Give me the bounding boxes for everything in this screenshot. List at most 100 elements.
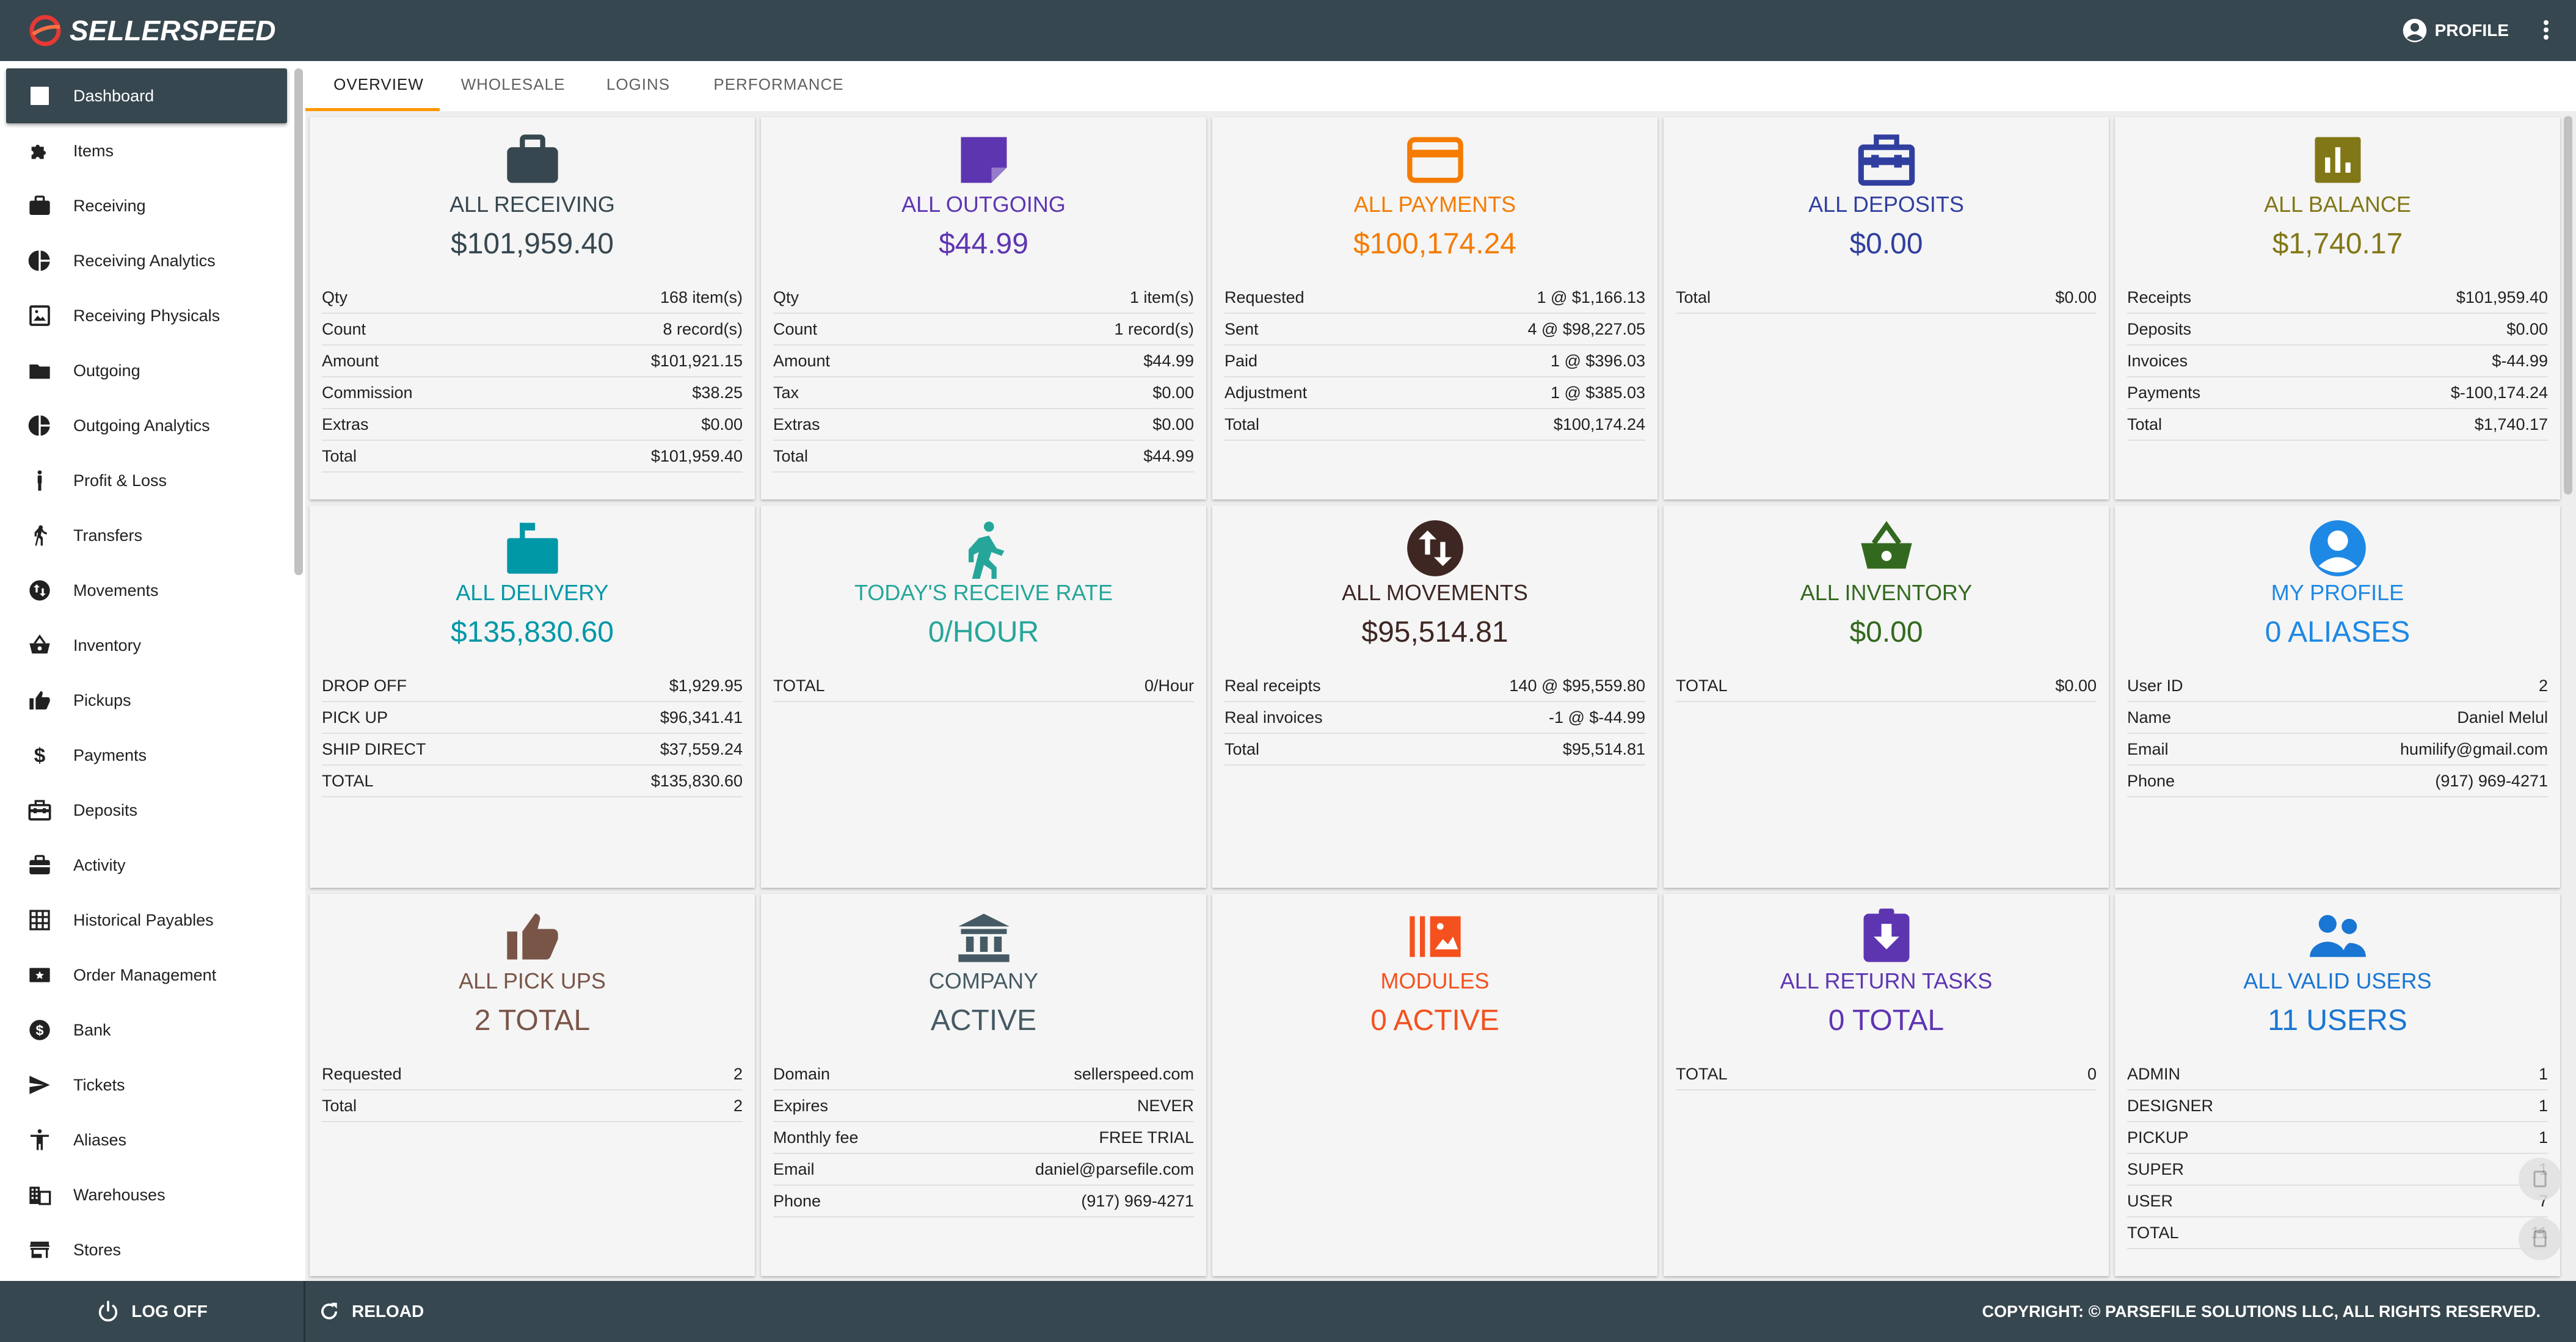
row-value: $0.00 <box>701 415 743 433</box>
card-rows: User ID 2 Name Daniel Melul Email humilify@gm… <box>2127 670 2548 797</box>
row-label: TOTAL <box>2127 1223 2179 1242</box>
card-row: TOTAL $0.00 <box>1676 670 2097 702</box>
sidebar-item-outgoing[interactable]: Outgoing <box>6 343 287 398</box>
row-value: 2 <box>2538 676 2548 695</box>
main-scrollbar[interactable] <box>2564 116 2572 495</box>
row-value: 1 @ $1,166.13 <box>1537 288 1645 306</box>
sidebar-item-warehouses[interactable]: Warehouses <box>6 1167 287 1222</box>
sidebar-item-activity[interactable]: Activity <box>6 838 287 893</box>
row-value: $0.00 <box>2055 288 2097 306</box>
tab-wholesale[interactable]: WHOLESALE <box>460 74 566 93</box>
sidebar-item-movements[interactable]: Movements <box>6 563 287 618</box>
sidebar-item-historical-payables[interactable]: Historical Payables <box>6 893 287 948</box>
card-all-valid-users[interactable]: ALL VALID USERS 11 USERS ADMIN 1 DESIGNER 1 PI… <box>2115 894 2560 1276</box>
clipboard-icon[interactable] <box>2519 1217 2561 1260</box>
row-value: $38.25 <box>692 383 743 402</box>
row-label: SHIP DIRECT <box>322 739 426 758</box>
card-company[interactable]: COMPANY ACTIVE Domain sellerspeed.com Expire… <box>761 894 1206 1276</box>
row-value: 0 <box>2087 1064 2097 1083</box>
card-all-outgoing[interactable]: ALL OUTGOING $44.99 Qty 1 item(s) Count 1 rec… <box>761 117 1206 499</box>
row-label: Extras <box>773 415 820 433</box>
card-rows: Domain sellerspeed.com Expires NEVER Monthly… <box>773 1059 1194 1217</box>
row-label: User ID <box>2127 676 2183 695</box>
card-title: ALL DEPOSITS <box>1808 192 1964 217</box>
card-row: Domain sellerspeed.com <box>773 1059 1194 1090</box>
card-all-movements[interactable]: ALL MOVEMENTS $95,514.81 Real receipts 140 … <box>1212 506 1657 888</box>
reload-button[interactable]: RELOAD <box>318 1281 424 1342</box>
tab-overview[interactable]: OVERVIEW <box>333 74 424 93</box>
tab-logins[interactable]: LOGINS <box>606 74 671 93</box>
row-label: Total <box>2127 415 2163 433</box>
sidebar-item-bank[interactable]: $ Bank <box>6 1003 287 1057</box>
tab-performance[interactable]: PERFORMANCE <box>713 74 844 93</box>
logo-swoosh-icon <box>29 15 61 46</box>
card-row: Total $44.99 <box>773 441 1194 473</box>
card-value: $0.00 <box>1849 616 1923 648</box>
sidebar-item-receiving[interactable]: Receiving <box>6 178 287 233</box>
card-row: Deposits $0.00 <box>2127 314 2548 346</box>
swap-vertical-icon <box>1212 518 1657 579</box>
copyright-text: COPYRIGHT: © PARSEFILE SOLUTIONS LLC, AL… <box>1982 1302 2541 1321</box>
card-all-return-tasks[interactable]: ALL RETURN TASKS 0 TOTAL TOTAL 0 <box>1664 894 2109 1276</box>
toolbox-icon <box>1664 129 2109 190</box>
row-value: (917) 969-4271 <box>2435 771 2548 790</box>
sidebar-item-outgoing-analytics[interactable]: Outgoing Analytics <box>6 398 287 453</box>
thumb-up-icon <box>24 688 55 713</box>
row-label: Count <box>773 319 818 338</box>
sidebar-item-receiving-analytics[interactable]: Receiving Analytics <box>6 233 287 288</box>
card-all-pick-ups[interactable]: ALL PICK UPS 2 TOTAL Requested 2 Total 2 <box>310 894 755 1276</box>
sidebar-item-payments[interactable]: $ Payments <box>6 728 287 783</box>
more-vert-icon[interactable] <box>2542 18 2550 43</box>
sidebar-item-stores[interactable]: Stores <box>6 1222 287 1277</box>
sidebar-item-pickups[interactable]: Pickups <box>6 673 287 728</box>
card-title: ALL PAYMENTS <box>1353 192 1516 217</box>
sidebar-item-deposits[interactable]: Deposits <box>6 783 287 838</box>
card-row: Extras $0.00 <box>773 409 1194 441</box>
sidebar-item-aliases[interactable]: Aliases <box>6 1112 287 1167</box>
card-all-balance[interactable]: ALL BALANCE $1,740.17 Receipts $101,959.40 D… <box>2115 117 2560 499</box>
row-value: 1 item(s) <box>1129 288 1194 306</box>
sidebar-item-inventory[interactable]: Inventory <box>6 618 287 673</box>
row-label: PICK UP <box>322 708 388 727</box>
row-label: TOTAL <box>1676 1064 1728 1083</box>
sidebar-item-label: Activity <box>73 855 126 874</box>
card-today-s-receive-rate[interactable]: TODAY'S RECEIVE RATE 0/HOUR TOTAL 0/Hour <box>761 506 1206 888</box>
svg-text:$: $ <box>34 745 46 767</box>
row-value: 1 @ $396.03 <box>1550 351 1645 370</box>
copy-icon[interactable] <box>2519 1158 2561 1200</box>
row-label: Paid <box>1224 351 1258 370</box>
sidebar-item-items[interactable]: Items <box>6 123 287 178</box>
card-my-profile[interactable]: MY PROFILE 0 ALIASES User ID 2 Name Daniel Me… <box>2115 506 2560 888</box>
card-row: Commission $38.25 <box>322 377 743 409</box>
card-all-inventory[interactable]: ALL INVENTORY $0.00 TOTAL $0.00 <box>1664 506 2109 888</box>
walking-icon <box>24 523 55 548</box>
card-all-deposits[interactable]: ALL DEPOSITS $0.00 Total $0.00 <box>1664 117 2109 499</box>
card-all-payments[interactable]: ALL PAYMENTS $100,174.24 Requested 1 @ $1,1… <box>1212 117 1657 499</box>
sidebar-item-order-management[interactable]: Order Management <box>6 948 287 1003</box>
dollar-icon: $ <box>24 743 55 767</box>
local-play-icon <box>24 963 55 987</box>
sidebar-item-transfers[interactable]: Transfers <box>6 508 287 563</box>
card-value: 0 ALIASES <box>2265 616 2410 648</box>
log-off-button[interactable]: LOG OFF <box>0 1281 305 1342</box>
profile-button[interactable]: PROFILE <box>2402 0 2509 61</box>
card-rows: TOTAL 0/Hour <box>773 670 1194 702</box>
card-row: Adjustment 1 @ $385.03 <box>1224 377 1645 409</box>
sidebar-item-dashboard[interactable]: Dashboard <box>6 68 287 123</box>
sidebar-item-profit-loss[interactable]: Profit & Loss <box>6 453 287 508</box>
sidebar-scrollbar[interactable] <box>294 68 303 575</box>
note-icon <box>761 129 1206 190</box>
card-title: TODAY'S RECEIVE RATE <box>854 580 1113 605</box>
row-label: Commission <box>322 383 413 402</box>
card-all-delivery[interactable]: ALL DELIVERY $135,830.60 DROP OFF $1,929.95… <box>310 506 755 888</box>
card-all-receiving[interactable]: ALL RECEIVING $101,959.40 Qty 168 item(s) Co… <box>310 117 755 499</box>
card-row: TOTAL 0/Hour <box>773 670 1194 702</box>
sidebar-item-tickets[interactable]: Tickets <box>6 1057 287 1112</box>
image-icon <box>24 303 55 328</box>
sidebar-item-receiving-physicals[interactable]: Receiving Physicals <box>6 288 287 343</box>
card-title: ALL VALID USERS <box>2243 968 2432 993</box>
row-label: Phone <box>773 1191 821 1210</box>
card-title: COMPANY <box>928 968 1039 993</box>
card-modules[interactable]: MODULES 0 ACTIVE <box>1212 894 1657 1276</box>
app-logo[interactable]: SELLERSPEED <box>28 13 275 48</box>
